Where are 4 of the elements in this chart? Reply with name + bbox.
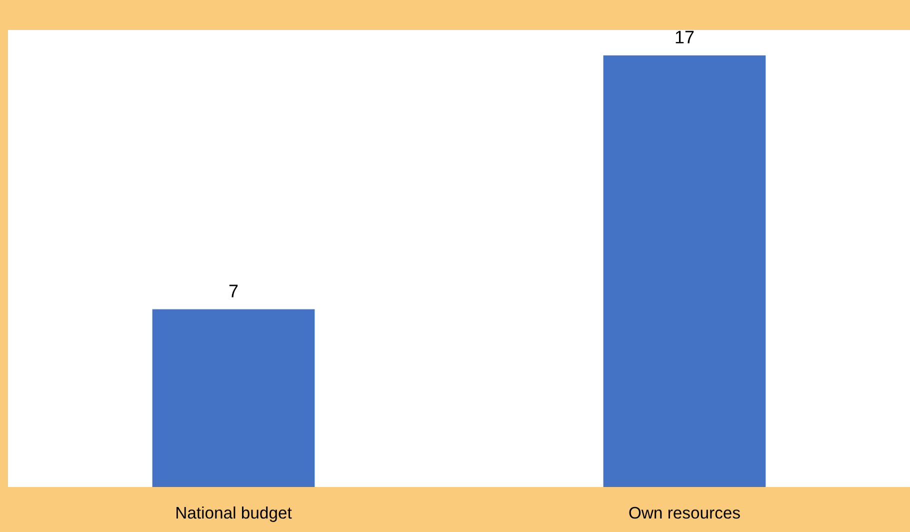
data-label: 7 [229, 284, 238, 298]
x-tick-label: Own resources [629, 506, 740, 519]
data-label: 17 [676, 30, 694, 44]
x-tick-label: National budget [176, 506, 292, 522]
